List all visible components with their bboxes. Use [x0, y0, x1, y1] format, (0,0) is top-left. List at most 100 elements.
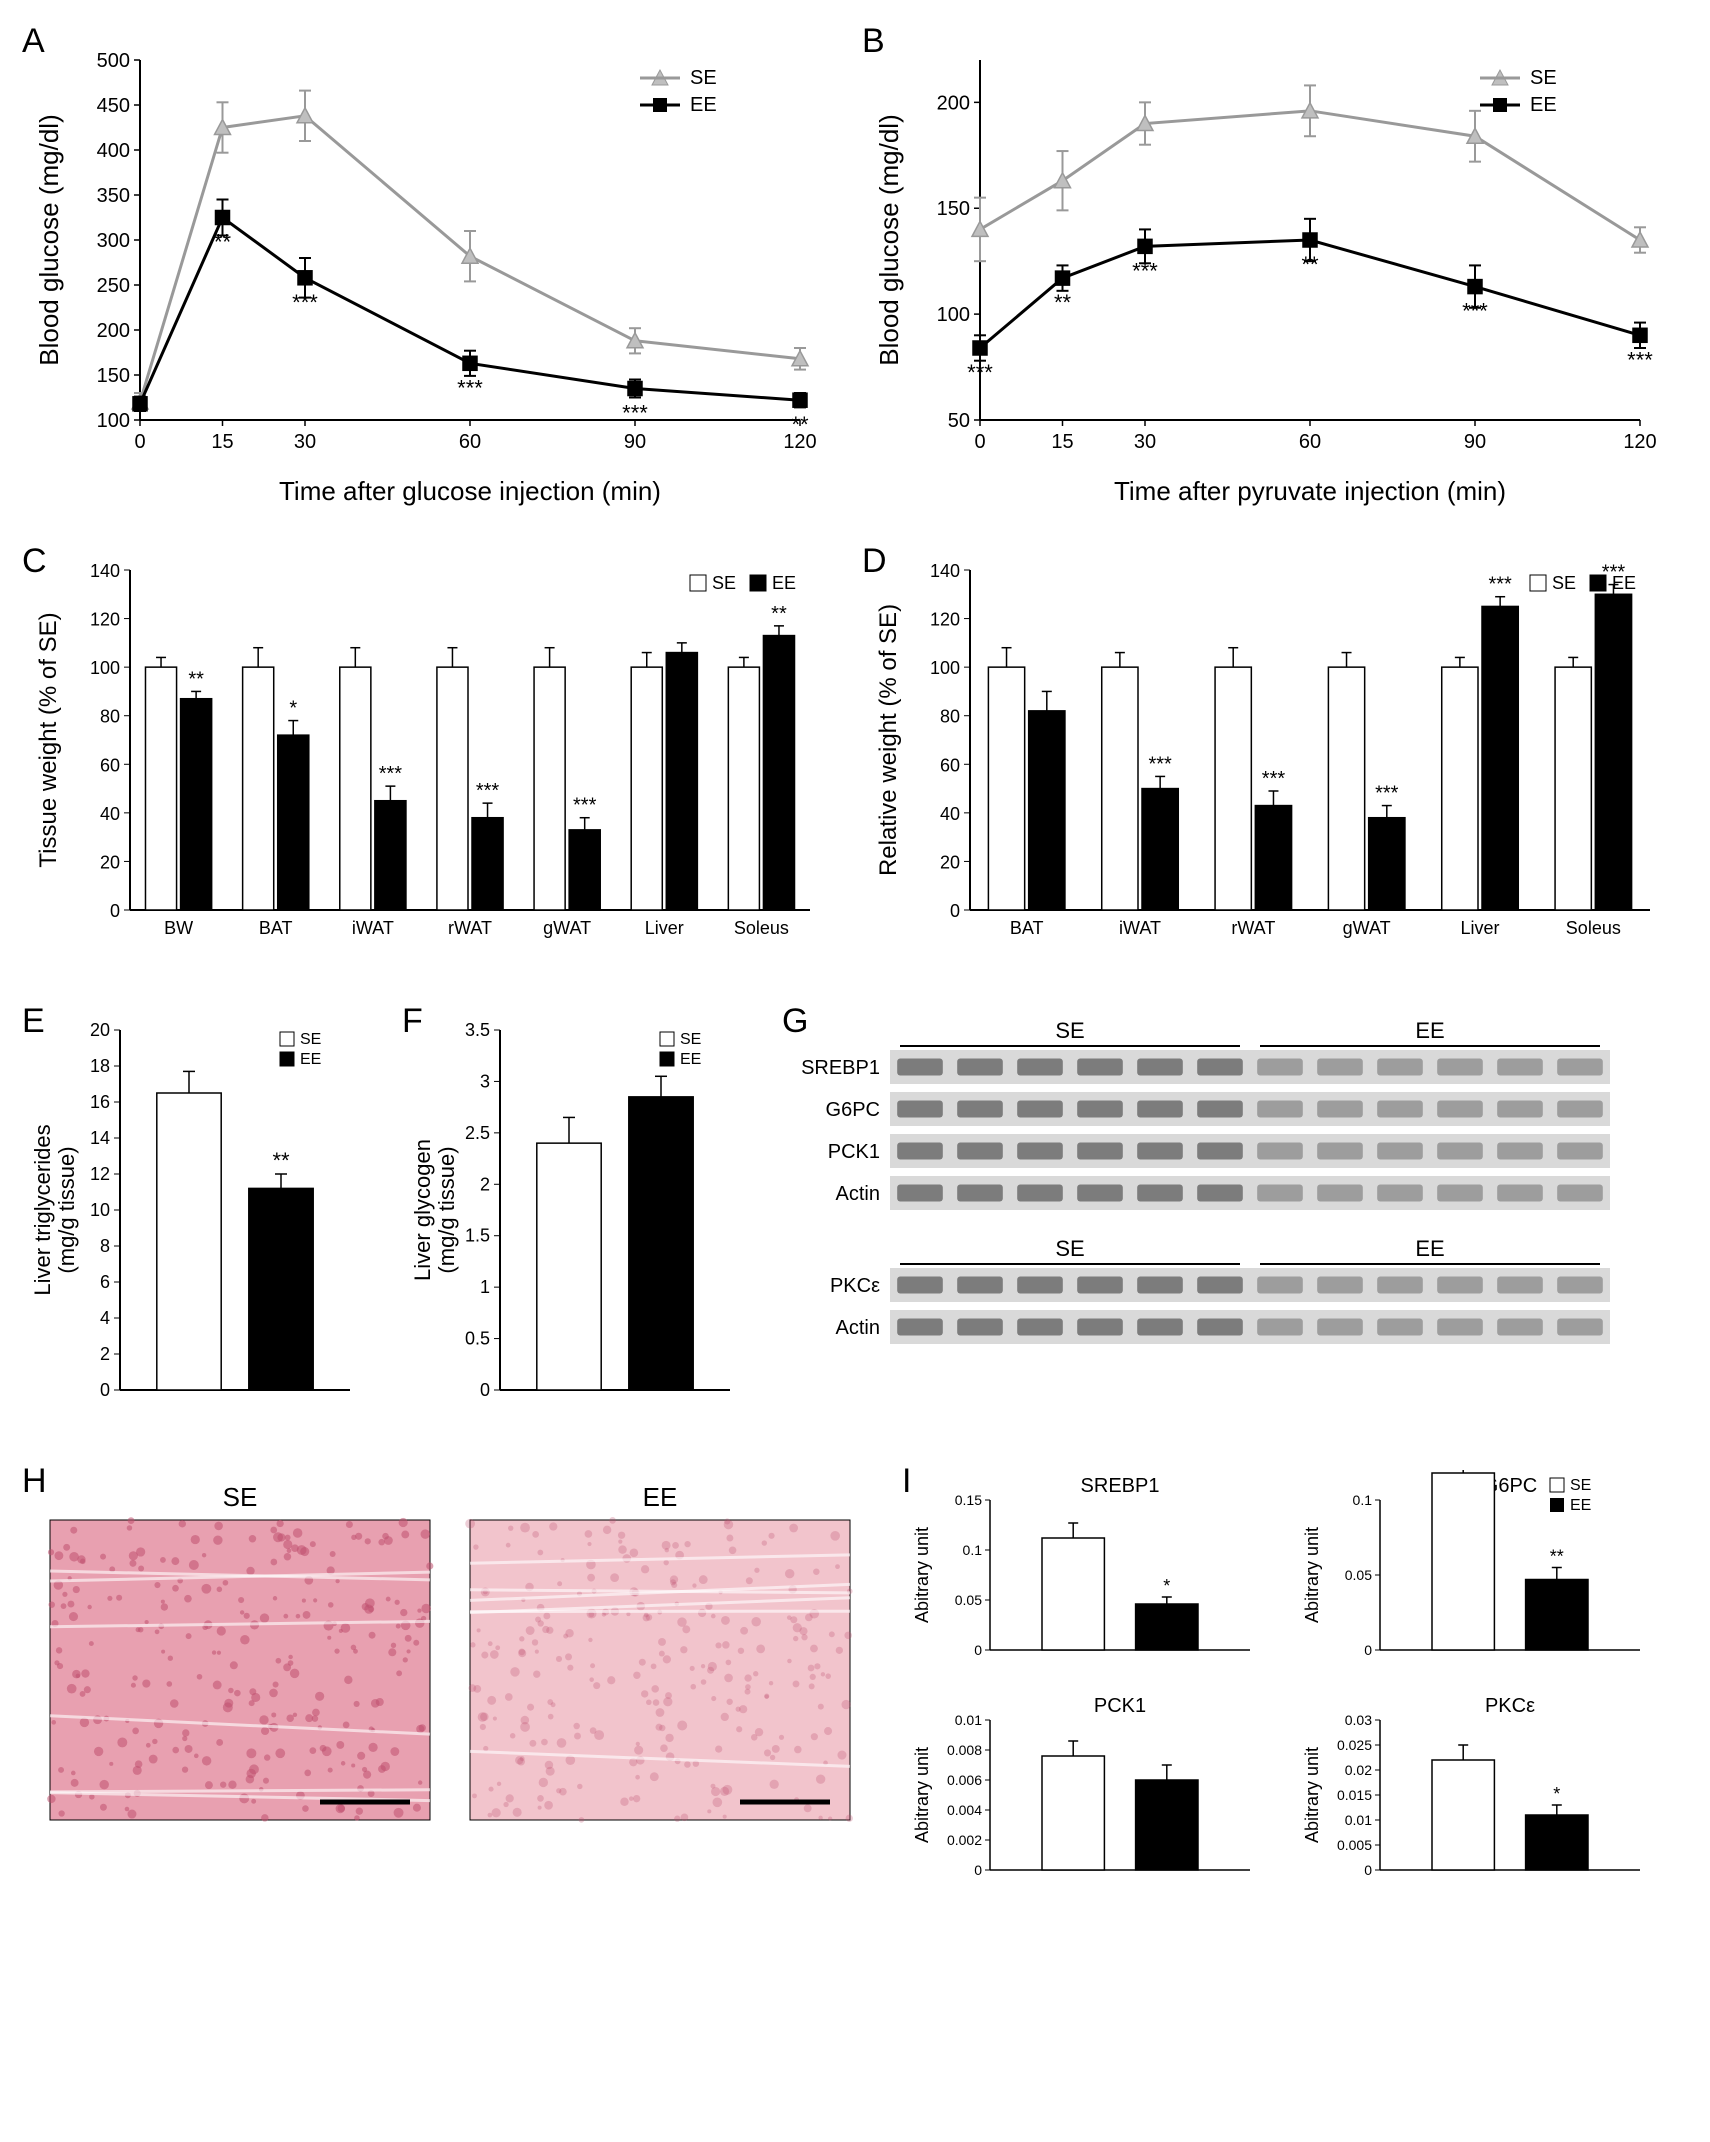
svg-text:140: 140 — [930, 561, 960, 581]
svg-text:100: 100 — [97, 410, 130, 432]
svg-text:0: 0 — [950, 901, 960, 921]
svg-text:***: *** — [1262, 768, 1286, 790]
svg-text:0.1: 0.1 — [1353, 1492, 1373, 1508]
svg-text:500: 500 — [97, 50, 130, 72]
svg-text:0: 0 — [1364, 1862, 1372, 1878]
panel-label-d: D — [862, 542, 887, 581]
svg-text:BAT: BAT — [259, 918, 293, 938]
svg-text:80: 80 — [940, 707, 960, 727]
svg-text:0.015: 0.015 — [1337, 1787, 1372, 1803]
svg-text:gWAT: gWAT — [543, 918, 591, 938]
svg-text:15: 15 — [211, 431, 233, 453]
svg-text:0: 0 — [974, 1642, 982, 1658]
svg-text:PKCε: PKCε — [1485, 1695, 1535, 1717]
svg-text:120: 120 — [1623, 431, 1656, 453]
svg-text:60: 60 — [100, 755, 120, 775]
svg-text:**: ** — [1550, 1547, 1564, 1567]
svg-text:40: 40 — [940, 804, 960, 824]
svg-text:Tissue weight (% of SE): Tissue weight (% of SE) — [35, 612, 62, 867]
figure-root: A 10015020025030035040045050001530609012… — [0, 0, 1710, 1960]
svg-text:***: *** — [476, 780, 500, 802]
svg-text:0.05: 0.05 — [955, 1592, 982, 1608]
svg-text:10: 10 — [90, 1200, 110, 1220]
svg-text:15: 15 — [1051, 431, 1073, 453]
svg-text:100: 100 — [930, 658, 960, 678]
svg-text:2: 2 — [100, 1344, 110, 1364]
svg-text:0: 0 — [974, 1862, 982, 1878]
svg-text:Abitrary unit: Abitrary unit — [1302, 1527, 1322, 1623]
svg-text:SE: SE — [1055, 1018, 1084, 1043]
svg-text:Liver: Liver — [645, 918, 684, 938]
svg-text:1.5: 1.5 — [465, 1226, 490, 1246]
svg-text:20: 20 — [940, 852, 960, 872]
svg-text:0.005: 0.005 — [1337, 1837, 1372, 1853]
svg-text:**: ** — [1301, 252, 1319, 277]
svg-text:PCK1: PCK1 — [1094, 1695, 1146, 1717]
panel-e: E 02468101214161820Liver triglycerides(m… — [30, 1010, 370, 1430]
svg-text:50: 50 — [948, 410, 970, 432]
svg-text:SE: SE — [300, 1031, 321, 1048]
svg-text:gWAT: gWAT — [1343, 918, 1391, 938]
panel-g: G SEEESREBP1G6PCPCK1ActinSEEEPKCεActin — [790, 1010, 1670, 1430]
svg-text:EE: EE — [1530, 94, 1557, 116]
svg-text:250: 250 — [97, 275, 130, 297]
svg-text:0.01: 0.01 — [955, 1712, 982, 1728]
svg-text:rWAT: rWAT — [1231, 918, 1275, 938]
svg-text:***: *** — [1375, 783, 1399, 805]
svg-text:***: *** — [1132, 258, 1158, 283]
svg-text:450: 450 — [97, 95, 130, 117]
svg-text:BAT: BAT — [1010, 918, 1044, 938]
row-ab: A 10015020025030035040045050001530609012… — [30, 30, 1680, 510]
svg-text:18: 18 — [90, 1056, 110, 1076]
svg-text:1: 1 — [480, 1277, 490, 1297]
svg-text:(mg/g tissue): (mg/g tissue) — [54, 1146, 79, 1273]
svg-text:30: 30 — [1134, 431, 1156, 453]
svg-text:350: 350 — [97, 185, 130, 207]
svg-text:EE: EE — [1570, 1497, 1591, 1514]
svg-text:*: * — [1163, 1576, 1170, 1596]
panel-label-b: B — [862, 22, 885, 61]
svg-text:Blood glucose (mg/dl): Blood glucose (mg/dl) — [34, 114, 64, 365]
svg-text:Liver: Liver — [1460, 918, 1499, 938]
svg-text:Liver glycogen: Liver glycogen — [410, 1139, 435, 1281]
svg-text:SREBP1: SREBP1 — [801, 1057, 880, 1079]
svg-text:*: * — [289, 698, 297, 720]
histology-h: SEEE — [30, 1470, 870, 1890]
svg-text:EE: EE — [690, 94, 717, 116]
svg-text:**: ** — [272, 1148, 290, 1173]
chart-d: 020406080100120140Relative weight (% of … — [870, 550, 1670, 970]
panel-label-c: C — [22, 542, 47, 581]
svg-text:***: *** — [622, 401, 648, 426]
chart-e: 02468101214161820Liver triglycerides(mg/… — [30, 1010, 370, 1430]
svg-text:20: 20 — [100, 852, 120, 872]
svg-text:60: 60 — [940, 755, 960, 775]
panel-a: A 10015020025030035040045050001530609012… — [30, 30, 830, 510]
svg-text:0: 0 — [110, 901, 120, 921]
svg-text:150: 150 — [97, 365, 130, 387]
svg-text:30: 30 — [294, 431, 316, 453]
svg-text:(mg/g tissue): (mg/g tissue) — [434, 1146, 459, 1273]
svg-text:SE: SE — [223, 1482, 258, 1512]
panel-i: I SEEE00.050.10.15Abitrary unitSREBP1*00… — [910, 1470, 1670, 1890]
svg-text:0.5: 0.5 — [465, 1329, 490, 1349]
svg-text:8: 8 — [100, 1236, 110, 1256]
svg-text:EE: EE — [300, 1051, 321, 1068]
svg-text:Liver triglycerides: Liver triglycerides — [30, 1124, 55, 1295]
svg-text:0.05: 0.05 — [1345, 1567, 1372, 1583]
svg-text:0: 0 — [974, 431, 985, 453]
svg-text:60: 60 — [1299, 431, 1321, 453]
svg-text:3: 3 — [480, 1071, 490, 1091]
row-efg: E 02468101214161820Liver triglycerides(m… — [30, 1010, 1680, 1430]
svg-text:0: 0 — [100, 1380, 110, 1400]
svg-text:0.03: 0.03 — [1345, 1712, 1372, 1728]
svg-text:**: ** — [771, 603, 787, 625]
panel-label-h: H — [22, 1462, 47, 1501]
svg-text:0: 0 — [1364, 1642, 1372, 1658]
svg-text:Abitrary unit: Abitrary unit — [1302, 1747, 1322, 1843]
svg-text:Abitrary unit: Abitrary unit — [912, 1747, 932, 1843]
svg-text:2.5: 2.5 — [465, 1123, 490, 1143]
svg-text:**: ** — [188, 668, 204, 690]
svg-text:EE: EE — [772, 573, 796, 593]
panel-label-g: G — [782, 1002, 808, 1041]
svg-text:80: 80 — [100, 707, 120, 727]
